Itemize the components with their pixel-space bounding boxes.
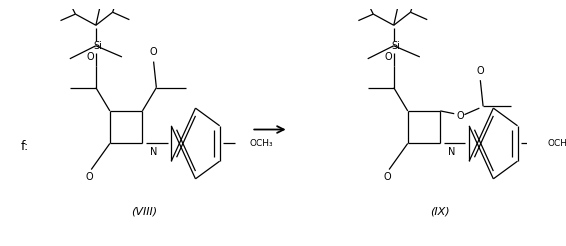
Text: (VIII): (VIII) — [131, 206, 157, 216]
Text: O: O — [456, 110, 464, 121]
Text: O: O — [384, 52, 392, 62]
Text: OCH₃: OCH₃ — [250, 139, 273, 148]
Text: f:: f: — [20, 140, 29, 153]
Text: Si: Si — [391, 41, 400, 51]
Text: O: O — [477, 66, 484, 76]
Text: N: N — [150, 147, 157, 157]
Text: (IX): (IX) — [431, 206, 450, 216]
Text: OCH₃: OCH₃ — [547, 139, 566, 148]
Text: N: N — [448, 147, 455, 157]
Text: O: O — [383, 172, 391, 182]
Text: O: O — [150, 47, 157, 57]
Text: O: O — [87, 52, 94, 62]
Text: Si: Si — [93, 41, 102, 51]
Text: O: O — [85, 172, 93, 182]
